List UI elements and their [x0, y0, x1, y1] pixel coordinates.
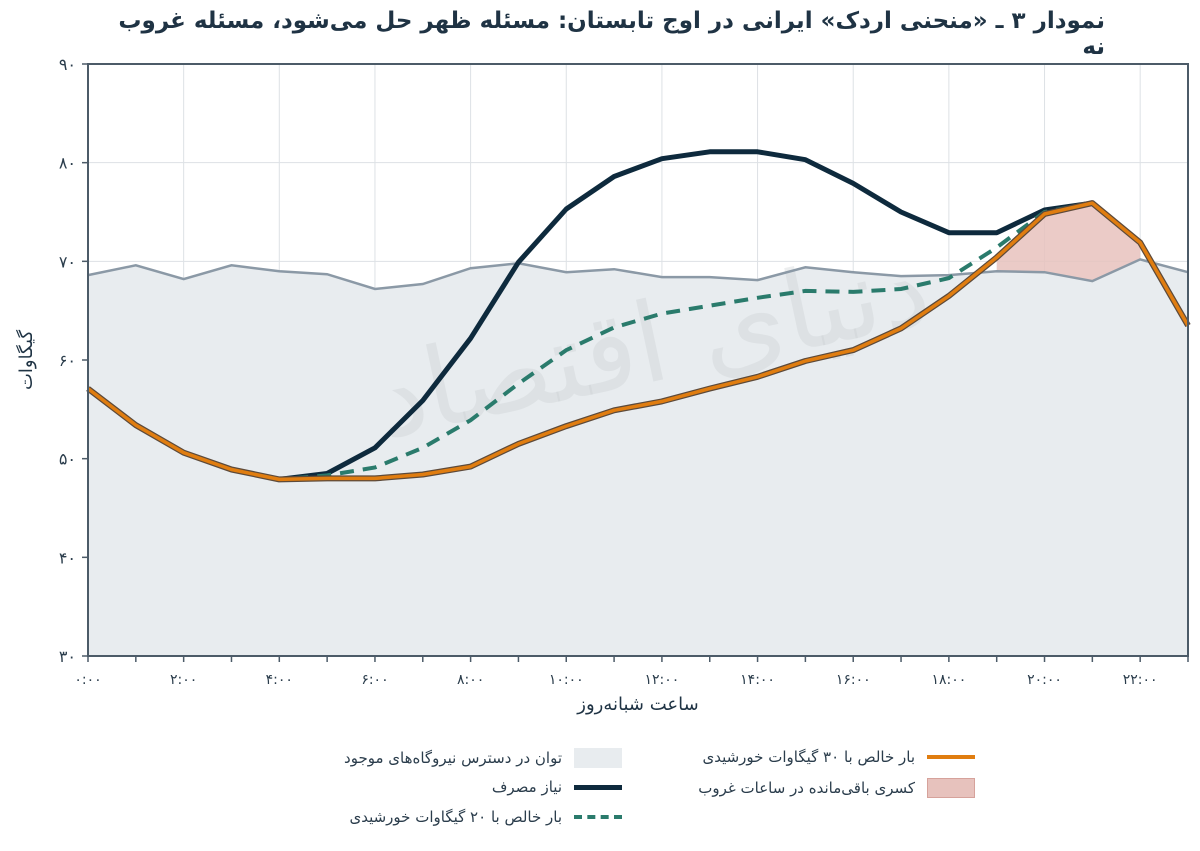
legend-item-demand: نیاز مصرف [492, 778, 622, 796]
legend-label-deficit: کسری باقی‌مانده در ساعات غروب [698, 779, 915, 797]
x-tick-label: ۲:۰۰ [170, 672, 197, 688]
net-load-20gw-line [86, 200, 1190, 482]
x-tick-label: ۱۰:۰۰ [549, 672, 584, 688]
x-tick-label: ۶:۰۰ [361, 672, 388, 688]
chart-title: نمودار ۳ ـ «منحنی اردک» ایرانی در اوج تا… [118, 8, 1105, 60]
x-tick-label: ۱۶:۰۰ [836, 672, 871, 688]
y-tick-label: ۹۰ [59, 55, 76, 74]
x-tick-label: ۱۸:۰۰ [931, 672, 966, 688]
available-capacity-area [88, 259, 1188, 656]
legend-swatch-net30 [927, 755, 975, 759]
y-axis-label: گیگاوات [15, 330, 37, 390]
x-tick-label: ۱۲:۰۰ [645, 672, 680, 688]
legend: توان در دسترس نیروگاه‌های موجود نیاز مصر… [0, 738, 1200, 848]
legend-label-demand: نیاز مصرف [491, 778, 562, 796]
legend-item-net20: بار خالص با ۲۰ گیگاوات خورشیدی [349, 808, 622, 826]
x-tick-label: ۰:۰۰ [74, 672, 101, 688]
y-tick-label: ۵۰ [59, 450, 76, 469]
legend-swatch-demand [574, 784, 622, 790]
x-tick-label: ۱۴:۰۰ [740, 672, 775, 688]
y-tick-label: ۸۰ [59, 154, 76, 173]
legend-swatch-deficit [927, 778, 975, 798]
net-load-30gw-line [86, 201, 1190, 482]
x-axis-label: ساعت شبانه‌روز [576, 694, 698, 715]
y-tick-label: ۳۰ [59, 647, 76, 666]
x-tick-label: ۲۰:۰۰ [1027, 672, 1062, 688]
x-axis-ticks: ۰:۰۰ ۲:۰۰ ۴:۰۰ ۶:۰۰ ۸:۰۰ ۱۰:۰۰ ۱۲:۰۰ ۱۴:۰۰ ۱۶:۰۰… [74, 656, 1189, 688]
y-tick-label: ۴۰ [59, 548, 76, 567]
legend-item-deficit: کسری باقی‌مانده در ساعات غروب [698, 778, 975, 798]
legend-label-net20: بار خالص با ۲۰ گیگاوات خورشیدی [349, 808, 562, 826]
y-tick-label: ۶۰ [59, 351, 76, 370]
legend-label-capacity: توان در دسترس نیروگاه‌های موجود [344, 749, 562, 767]
x-tick-label: ۸:۰۰ [457, 672, 484, 688]
legend-label-net30: بار خالص با ۳۰ گیگاوات خورشیدی [702, 748, 915, 766]
sunset-deficit-band [996, 203, 1141, 282]
legend-item-net30: بار خالص با ۳۰ گیگاوات خورشیدی [702, 748, 975, 766]
x-tick-label: ۲۲:۰۰ [1123, 672, 1158, 688]
y-axis-ticks: ۳۰ ۴۰ ۵۰ ۶۰ ۷۰ ۸۰ ۹۰ [59, 55, 88, 666]
legend-swatch-capacity [574, 748, 622, 768]
legend-item-capacity: توان در دسترس نیروگاه‌های موجود [344, 748, 622, 768]
y-tick-label: ۷۰ [59, 252, 76, 271]
available-capacity-line [87, 258, 1189, 291]
x-tick-label: ۴:۰۰ [266, 672, 293, 688]
legend-swatch-net20 [574, 815, 622, 819]
